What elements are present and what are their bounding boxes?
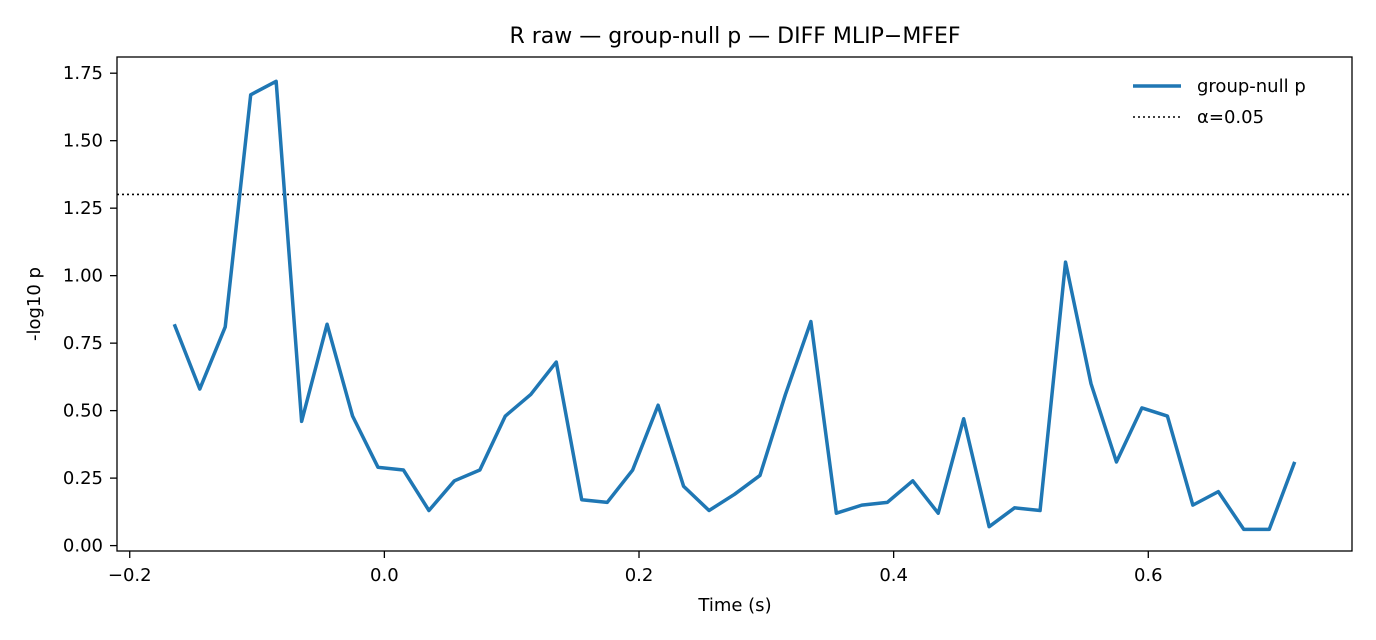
y-tick-label: 1.25: [63, 198, 103, 219]
y-tick-label: 1.00: [63, 266, 103, 287]
x-axis: −0.2 0.0 0.2 0.4 0.6: [108, 551, 1163, 586]
x-tick-label: 0.4: [879, 565, 908, 586]
y-tick-label: 0.00: [63, 536, 103, 557]
x-tick-label: 0.2: [625, 565, 654, 586]
legend: group-null p α=0.05: [1133, 76, 1306, 128]
plot-area: [116, 56, 1353, 552]
x-axis-label: Time (s): [697, 595, 771, 616]
x-tick-label: 0.6: [1134, 565, 1163, 586]
series-line-group-null-p: [172, 79, 1297, 532]
legend-label-alpha: α=0.05: [1197, 107, 1264, 128]
x-tick-label: 0.0: [370, 565, 399, 586]
chart-title: R raw — group-null p — DIFF MLIP−MFEF: [509, 24, 960, 49]
y-tick-label: 0.50: [63, 401, 103, 422]
legend-label-group-null-p: group-null p: [1197, 76, 1306, 97]
y-tick-label: 1.50: [63, 131, 103, 152]
y-tick-label: 0.25: [63, 468, 103, 489]
y-axis-label: -log10 p: [24, 267, 45, 341]
y-axis: 0.00 0.25 0.50 0.75 1.00 1.25 1.50 1.75: [63, 63, 117, 557]
y-tick-label: 0.75: [63, 333, 103, 354]
x-tick-label: −0.2: [108, 565, 152, 586]
y-tick-label: 1.75: [63, 63, 103, 84]
plot-frame: [116, 56, 1353, 552]
